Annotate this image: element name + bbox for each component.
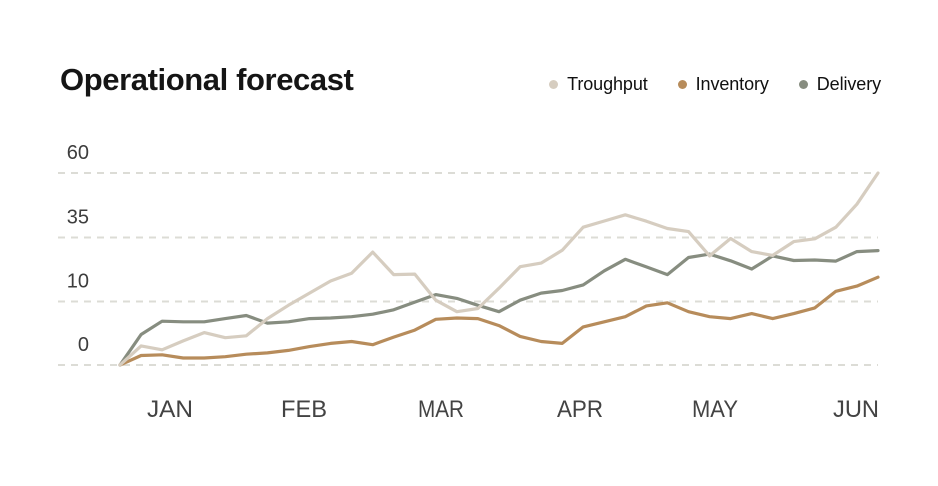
y-tick-label-60: 60 <box>67 142 89 164</box>
legend: Troughput Inventory Delivery <box>549 74 881 95</box>
series-line-troughput <box>118 171 880 367</box>
x-axis-labels: JAN FEB MAR APR MAY JUN <box>147 396 879 423</box>
legend-label-delivery: Delivery <box>816 74 881 94</box>
y-axis-labels: 0 10 35 60 <box>67 142 89 356</box>
series-line-inventory <box>118 275 880 367</box>
x-tick-label-jun: JUN <box>833 396 879 423</box>
legend-label-inventory: Inventory <box>695 74 769 94</box>
x-tick-label-apr: APR <box>557 396 603 423</box>
legend-item-delivery[interactable]: Delivery <box>798 74 881 95</box>
legend-dot-inventory-icon <box>677 80 687 89</box>
x-tick-label-mar: MAR <box>418 396 464 423</box>
series-lines <box>118 171 880 367</box>
y-tick-label-35: 35 <box>67 207 89 229</box>
series-line-delivery <box>118 249 880 367</box>
x-tick-label-jan: JAN <box>147 396 193 423</box>
x-tick-label-feb: FEB <box>281 396 327 423</box>
gridlines <box>58 172 878 366</box>
legend-item-troughput[interactable]: Troughput <box>549 74 648 95</box>
legend-dot-troughput-icon <box>549 80 559 89</box>
legend-item-inventory[interactable]: Inventory <box>677 74 769 95</box>
legend-dot-delivery-icon <box>798 80 808 89</box>
y-tick-label-10: 10 <box>67 271 89 293</box>
legend-label-troughput: Troughput <box>567 74 648 94</box>
page-title: Operational forecast <box>60 62 354 97</box>
x-tick-label-may: MAY <box>692 396 738 423</box>
y-tick-label-0: 0 <box>78 334 89 356</box>
